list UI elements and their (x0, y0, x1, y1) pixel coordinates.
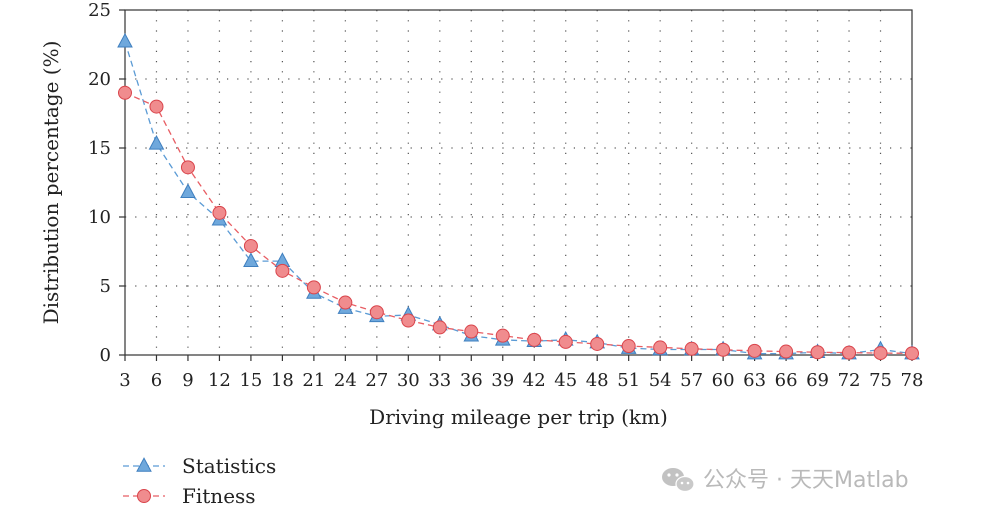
data-point-fitness (779, 344, 794, 359)
legend-item-statistics: Statistics (123, 454, 276, 478)
legend-marker-triangle (136, 457, 152, 472)
data-point-fitness (275, 263, 290, 278)
x-tick-label: 42 (523, 370, 546, 391)
series-statistics (117, 32, 920, 360)
x-tick-label: 9 (182, 370, 193, 391)
data-point-fitness (180, 160, 195, 175)
x-tick-label: 18 (271, 370, 294, 391)
x-tick-label: 6 (151, 370, 162, 391)
plot-frame (124, 9, 913, 356)
data-point-fitness (527, 332, 542, 347)
x-tick-label: 78 (901, 370, 924, 391)
data-point-fitness (464, 324, 479, 339)
x-tick-label: 51 (617, 370, 640, 391)
data-point-fitness (842, 345, 857, 360)
x-tick-label: 57 (680, 370, 703, 391)
x-tick-label: 48 (586, 370, 609, 391)
x-tick-label: 33 (428, 370, 451, 391)
x-tick-label: 30 (397, 370, 420, 391)
data-point-fitness (212, 205, 227, 220)
data-point-fitness (432, 320, 447, 335)
data-point-fitness (905, 346, 919, 361)
wechat-icon (662, 468, 695, 493)
data-point-fitness (716, 342, 731, 357)
y-tick-label: 25 (88, 0, 111, 21)
x-tick-label: 12 (208, 370, 231, 391)
data-point-fitness (401, 313, 416, 328)
y-tick-label: 15 (88, 138, 111, 159)
data-point-fitness (495, 328, 510, 343)
y-tick-label: 10 (88, 207, 111, 228)
data-point-fitness (653, 340, 668, 355)
series-line-fitness (124, 92, 913, 354)
x-tick-label: 45 (554, 370, 577, 391)
grid (125, 10, 912, 355)
y-tick-label: 5 (100, 276, 111, 297)
data-point-fitness (243, 238, 258, 253)
watermark: 公众号 · 天天Matlab (662, 468, 909, 493)
data-point-fitness (810, 345, 825, 360)
data-point-fitness (149, 99, 164, 114)
x-tick-label: 75 (869, 370, 892, 391)
data-point-fitness (747, 343, 762, 358)
y-tick-label: 0 (100, 345, 111, 366)
x-tick-label: 60 (712, 370, 735, 391)
x-tick-label: 54 (649, 370, 672, 391)
data-point-statistics (148, 134, 165, 150)
legend: Statistics Fitness (123, 454, 276, 508)
data-point-fitness (306, 280, 321, 295)
x-tick-label: 21 (302, 370, 325, 391)
data-point-fitness (873, 346, 888, 361)
data-point-statistics (117, 32, 133, 48)
x-tick-label: 36 (460, 370, 483, 391)
legend-label-statistics: Statistics (182, 454, 276, 478)
x-axis-label: Driving mileage per trip (km) (369, 405, 668, 429)
data-point-fitness (118, 85, 132, 100)
y-tick-label: 20 (88, 69, 111, 90)
legend-label-fitness: Fitness (182, 484, 256, 508)
x-tick-label: 24 (334, 370, 357, 391)
x-tick-label: 63 (743, 370, 766, 391)
x-tick-label: 72 (838, 370, 861, 391)
series-line-statistics (124, 41, 913, 355)
data-point-statistics (180, 183, 196, 198)
data-point-fitness (684, 341, 699, 356)
data-point-fitness (369, 305, 384, 320)
x-tick-label: 39 (491, 370, 514, 391)
data-point-fitness (621, 339, 636, 354)
series-layer (117, 32, 920, 361)
x-tick-label: 27 (365, 370, 388, 391)
x-tick-label: 69 (806, 370, 829, 391)
legend-item-fitness: Fitness (123, 484, 256, 508)
x-tick-label: 15 (239, 370, 262, 391)
data-point-fitness (590, 336, 605, 351)
data-point-fitness (558, 334, 573, 349)
x-tick-label: 66 (775, 370, 798, 391)
data-point-statistics (243, 252, 259, 267)
x-tick-label: 3 (119, 370, 130, 391)
y-axis-label: Distribution percentage (%) (39, 41, 63, 325)
series-fitness (118, 85, 919, 361)
data-point-fitness (338, 295, 353, 310)
watermark-text: 公众号 · 天天Matlab (703, 468, 909, 493)
legend-marker-circle (137, 489, 151, 503)
